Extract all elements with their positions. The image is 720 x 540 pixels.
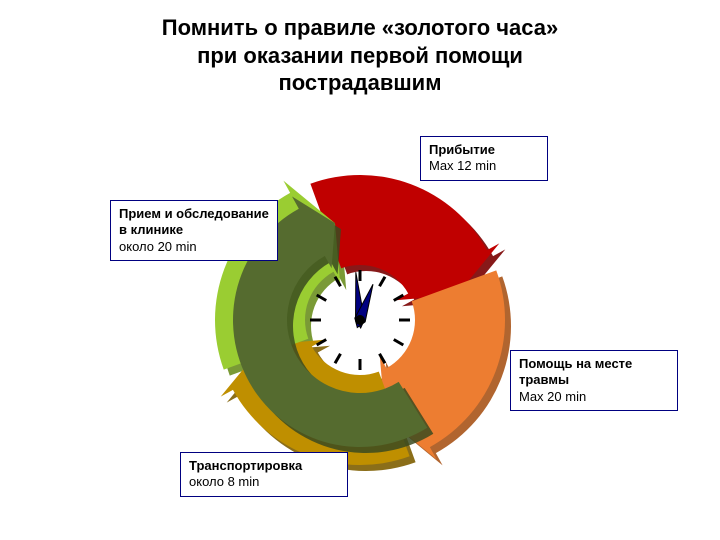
callout-arrival: Прибытие Max 12 min [420, 136, 548, 181]
callout-onsite-title: Помощь на месте травмы [519, 356, 632, 387]
callout-clinic-detail: около 20 min [119, 239, 197, 254]
callout-onsite: Помощь на месте травмы Max 20 min [510, 350, 678, 411]
callout-onsite-detail: Max 20 min [519, 389, 586, 404]
callout-transport: Транспортировка около 8 min [180, 452, 348, 497]
callout-transport-title: Транспортировка [189, 458, 302, 473]
callout-clinic-title: Прием и обследование в клинике [119, 206, 269, 237]
callout-arrival-detail: Max 12 min [429, 158, 496, 173]
cycle-svg [0, 0, 720, 540]
diagram-stage: Прибытие Max 12 min Прием и обследование… [0, 0, 720, 540]
callout-arrival-title: Прибытие [429, 142, 495, 157]
callout-transport-detail: около 8 min [189, 474, 259, 489]
callout-clinic: Прием и обследование в клинике около 20 … [110, 200, 278, 261]
